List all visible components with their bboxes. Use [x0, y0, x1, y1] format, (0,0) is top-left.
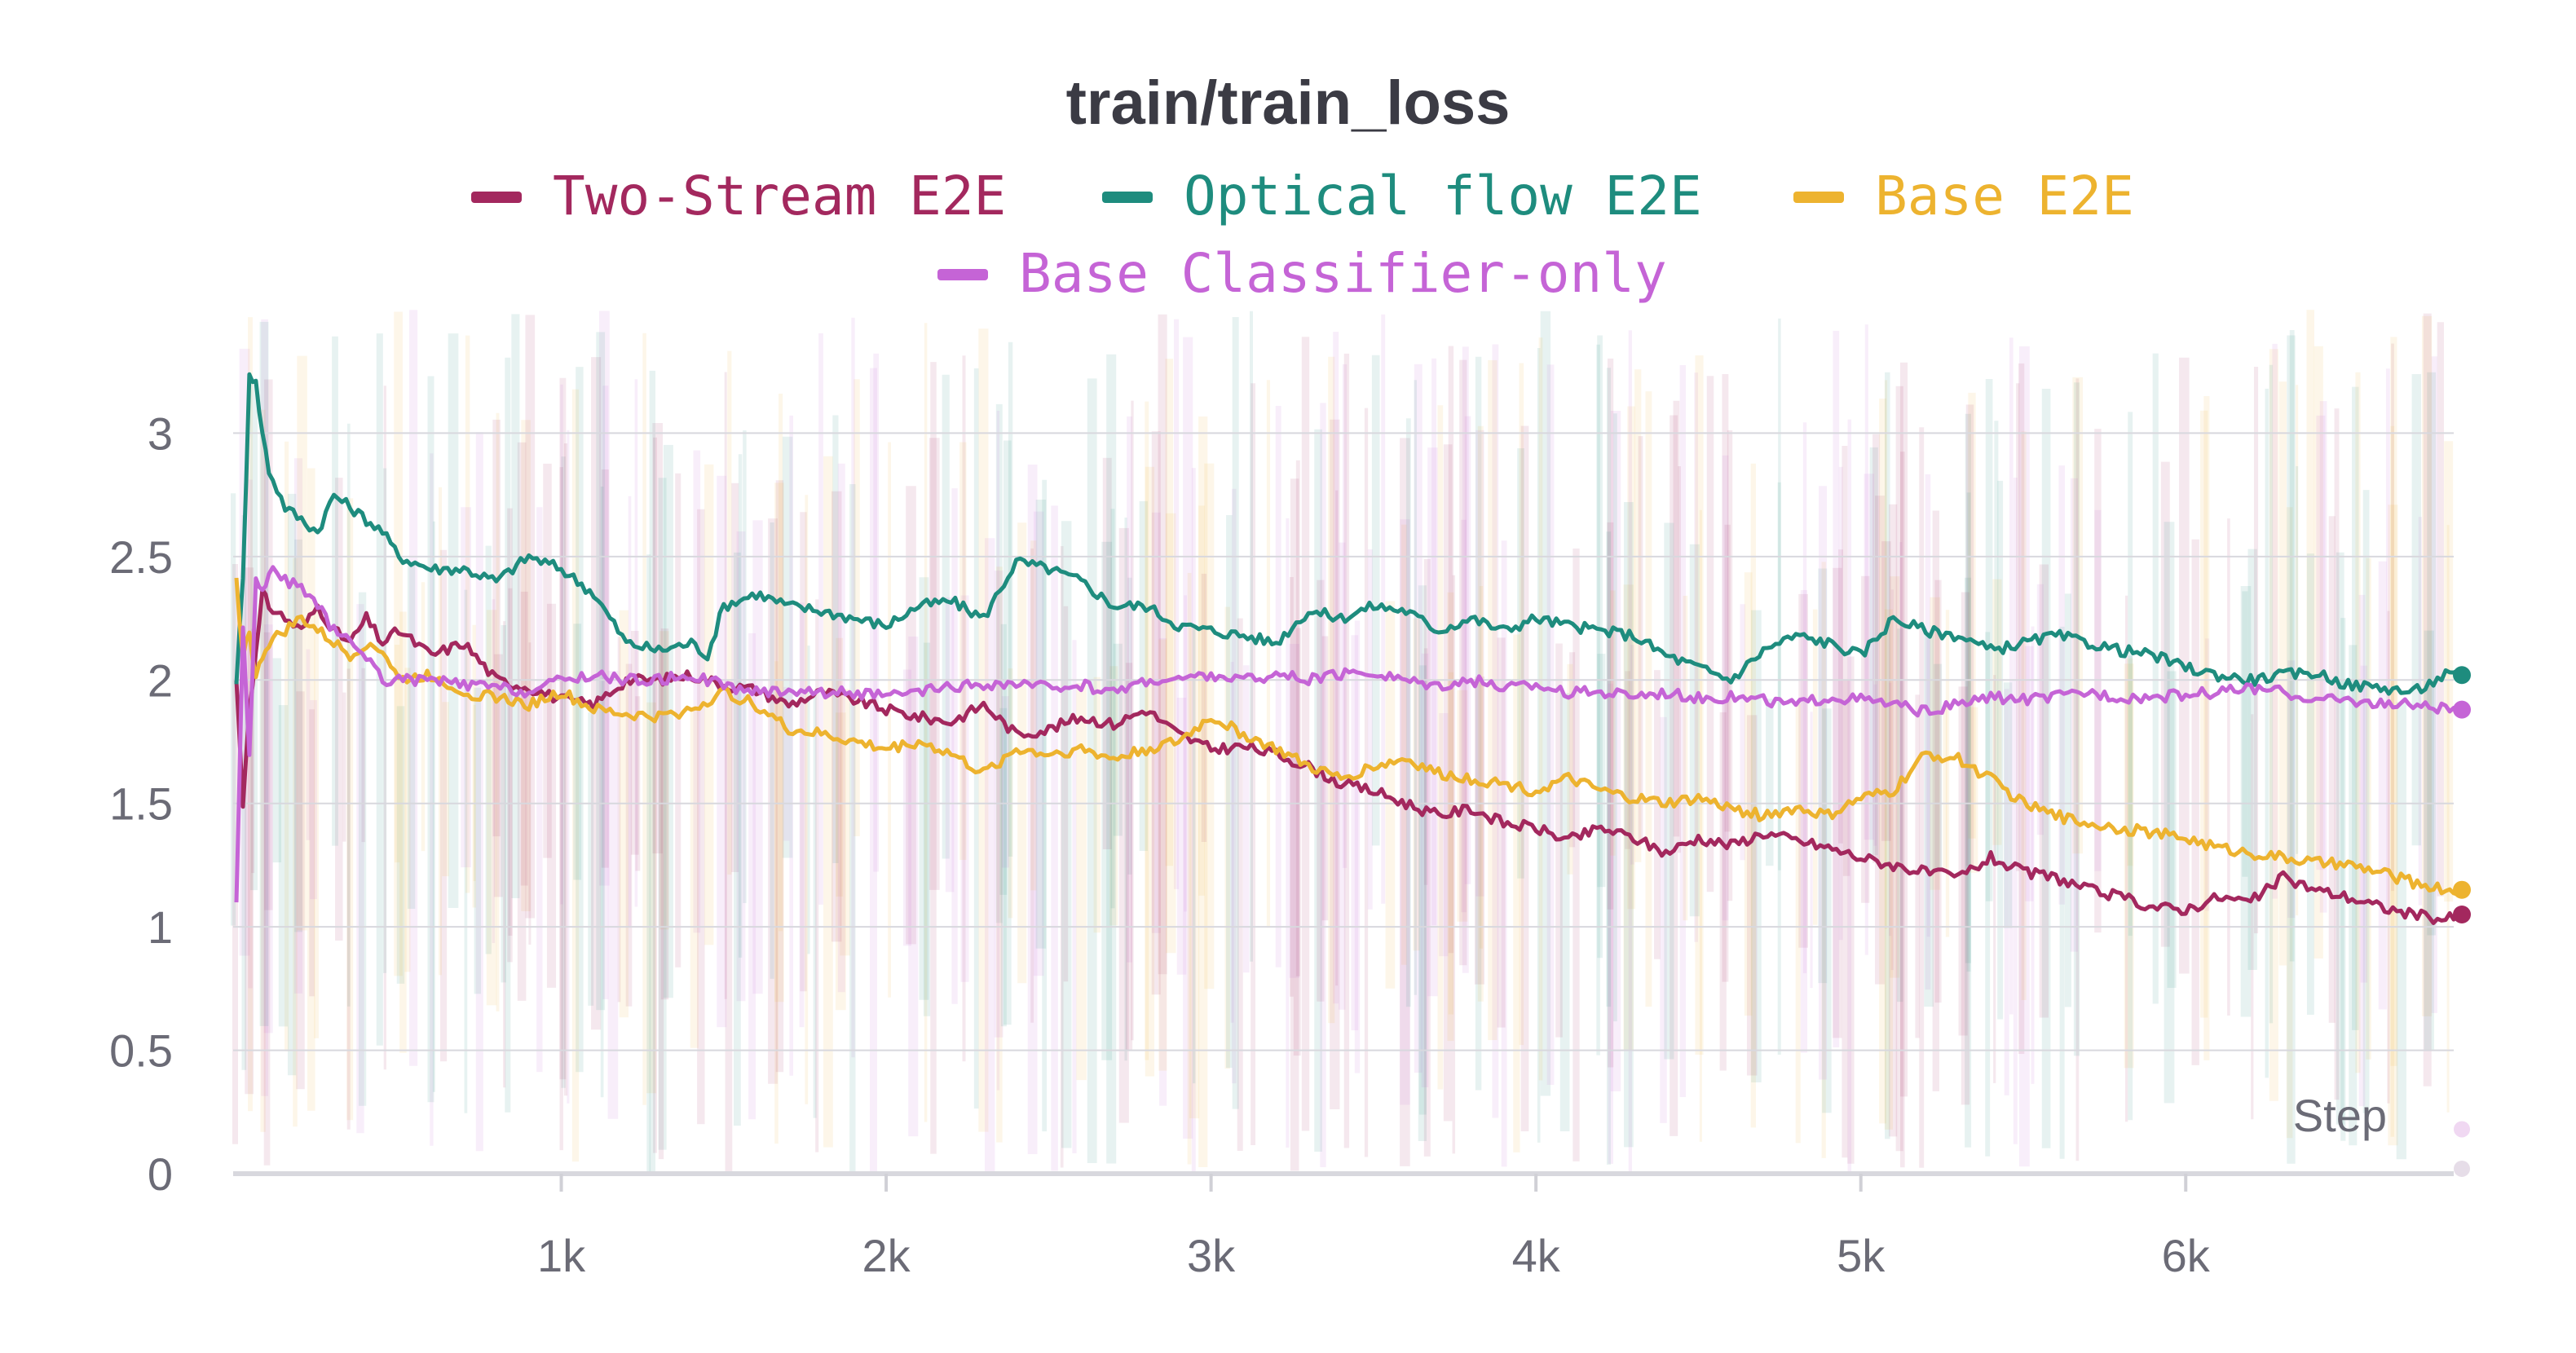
legend-swatch-0 [471, 192, 522, 203]
series-endpoint-0 [2453, 906, 2471, 923]
y-tick-label: 0.5 [109, 1025, 173, 1077]
x-tick-label: 3k [1187, 1230, 1236, 1281]
series-endpoint-1 [2453, 666, 2471, 685]
raw-endpoint-marker [2454, 1121, 2470, 1138]
x-tick-label: 4k [1512, 1230, 1561, 1281]
x-tick-label: 5k [1837, 1230, 1886, 1281]
series-line-0 [234, 587, 2463, 925]
series-endpoints [2453, 666, 2471, 1177]
series-endpoint-2 [2453, 880, 2471, 899]
series-line-1 [234, 372, 2464, 696]
legend-label-1: Optical flow E2E [1184, 165, 1702, 227]
legend-swatch-1 [1102, 192, 1153, 203]
legend-label-3: Base Classifier-only [1019, 242, 1667, 305]
x-tick-label: 6k [2162, 1230, 2211, 1281]
y-tick-label: 1 [148, 901, 173, 953]
series-line-3 [234, 565, 2464, 903]
x-tick-label: 1k [537, 1230, 586, 1281]
legend: Two-Stream E2E Optical flow E2E Base E2E Ba… [471, 165, 2134, 305]
chart-title: train/train_loss [1066, 68, 1511, 138]
series-endpoint-3 [2453, 700, 2471, 719]
series-line-2 [234, 577, 2464, 897]
x-tick-label: 2k [862, 1230, 911, 1281]
y-tick-label: 0 [148, 1148, 173, 1200]
legend-label-2: Base E2E [1875, 165, 2134, 227]
legend-label-0: Two-Stream E2E [553, 165, 1006, 227]
y-tick-label: 3 [148, 408, 173, 459]
series-lines [234, 372, 2464, 925]
y-tick-label: 2.5 [109, 531, 173, 583]
grid [233, 432, 2454, 1051]
y-tick-label: 2 [148, 654, 173, 706]
raw-endpoint-marker [2454, 1160, 2470, 1177]
x-axis-label: Step [2293, 1090, 2387, 1141]
raw-noise-layer [231, 310, 2454, 1174]
legend-swatch-2 [1793, 192, 1844, 203]
legend-swatch-3 [937, 269, 988, 280]
y-tick-label: 1.5 [109, 778, 173, 830]
axes: 0 0.5 1 1.5 2 2.5 3 1k 2k 3k 4k 5k 6k [109, 408, 2454, 1281]
